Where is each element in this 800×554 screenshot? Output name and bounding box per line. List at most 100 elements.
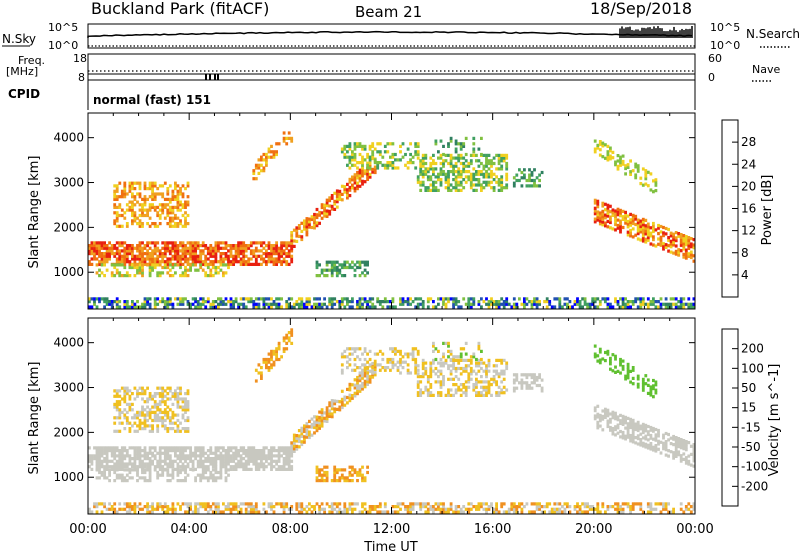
- power-heatmap: [88, 131, 695, 308]
- heatmap-cell: [614, 366, 617, 369]
- heatmap-cell: [452, 297, 455, 300]
- heatmap-cell: [98, 297, 101, 300]
- heatmap-cell: [323, 303, 326, 306]
- heatmap-cell: [166, 406, 169, 409]
- heatmap-cell: [245, 508, 248, 511]
- heatmap-cell: [202, 260, 205, 263]
- heatmap-cell: [154, 182, 157, 185]
- heatmap-cell: [632, 235, 635, 238]
- heatmap-cell: [670, 297, 673, 300]
- heatmap-cell: [146, 419, 149, 422]
- heatmap-cell: [295, 434, 298, 437]
- heatmap-cell: [207, 266, 210, 269]
- heatmap-cell: [113, 508, 116, 511]
- heatmap-cell: [199, 446, 202, 449]
- heatmap-cell: [113, 244, 116, 247]
- heatmap-cell: [500, 303, 503, 306]
- heatmap-cell: [346, 156, 349, 159]
- heatmap-cell: [123, 266, 126, 269]
- heatmap-cell: [252, 300, 255, 303]
- heatmap-cell: [98, 471, 101, 474]
- heatmap-cell: [230, 508, 233, 511]
- heatmap-cell: [442, 502, 445, 505]
- heatmap-cell: [113, 300, 116, 303]
- heatmap-cell: [331, 205, 334, 208]
- heatmap-cell: [381, 358, 384, 361]
- heatmap-cell: [584, 502, 587, 505]
- heatmap-cell: [553, 297, 556, 300]
- heatmap-cell: [612, 427, 615, 430]
- heatmap-cell: [141, 303, 144, 306]
- heatmap-cell: [647, 384, 650, 387]
- heatmap-cell: [290, 231, 293, 234]
- heatmap-cell: [113, 184, 116, 187]
- heatmap-cell: [146, 263, 149, 266]
- heatmap-cell: [341, 185, 344, 188]
- heatmap-cell: [331, 261, 334, 264]
- heatmap-cell: [414, 166, 417, 169]
- heatmap-cell: [169, 257, 172, 260]
- heatmap-cell: [687, 236, 690, 239]
- heatmap-cell: [478, 342, 481, 345]
- heatmap-cell: [164, 263, 167, 266]
- heatmap-cell: [445, 342, 448, 345]
- heatmap-cell: [123, 241, 126, 244]
- heatmap-cell: [670, 232, 673, 235]
- heatmap-cell: [207, 465, 210, 468]
- heatmap-cell: [159, 502, 162, 505]
- heatmap-cell: [341, 474, 344, 477]
- heatmap-cell: [192, 303, 195, 306]
- heatmap-cell: [604, 157, 607, 160]
- heatmap-cell: [609, 505, 612, 508]
- heatmap-cell: [384, 297, 387, 300]
- heatmap-cell: [346, 476, 349, 479]
- heatmap-cell: [144, 195, 147, 198]
- heatmap-cell: [343, 396, 346, 399]
- heatmap-cell: [601, 297, 604, 300]
- heatmap-cell: [273, 446, 276, 449]
- heatmap-cell: [346, 396, 349, 399]
- heatmap-cell: [225, 505, 228, 508]
- heatmap-cell: [123, 454, 126, 457]
- heatmap-cell: [574, 300, 577, 303]
- heatmap-cell: [268, 462, 271, 465]
- heatmap-cell: [336, 510, 339, 513]
- heatmap-cell: [240, 241, 243, 244]
- heatmap-cell: [129, 422, 132, 425]
- heatmap-cell: [136, 505, 139, 508]
- heatmap-cell: [326, 261, 329, 264]
- heatmap-cell: [467, 508, 470, 511]
- heatmap-cell: [328, 409, 331, 412]
- heatmap-cell: [149, 182, 152, 185]
- heatmap-cell: [394, 363, 397, 366]
- heatmap-cell: [146, 249, 149, 252]
- heatmap-cell: [333, 407, 336, 410]
- heatmap-cell: [336, 400, 339, 403]
- heatmap-cell: [199, 303, 202, 306]
- heatmap-cell: [644, 169, 647, 172]
- heatmap-cell: [151, 502, 154, 505]
- heatmap-cell: [417, 150, 420, 153]
- heatmap-cell: [460, 383, 463, 386]
- heatmap-cell: [295, 445, 298, 448]
- heatmap-cell: [113, 462, 116, 465]
- heatmap-cell: [424, 162, 427, 165]
- heatmap-cell: [217, 471, 220, 474]
- heatmap-cell: [505, 510, 508, 513]
- heatmap-cell: [328, 204, 331, 207]
- heatmap-cell: [665, 440, 668, 443]
- heatmap-cell: [503, 391, 506, 394]
- heatmap-cell: [457, 510, 460, 513]
- heatmap-cell: [629, 305, 632, 308]
- heatmap-cell: [151, 452, 154, 455]
- heatmap-cell: [493, 186, 496, 189]
- heatmap-cell: [644, 238, 647, 241]
- heatmap-cell: [518, 502, 521, 505]
- heatmap-cell: [465, 364, 468, 367]
- heatmap-cell: [576, 510, 579, 513]
- heatmap-cell: [118, 449, 121, 452]
- heatmap-cell: [116, 474, 119, 477]
- heatmap-cell: [647, 223, 650, 226]
- heatmap-cell: [290, 342, 293, 345]
- heatmap-cell: [523, 297, 526, 300]
